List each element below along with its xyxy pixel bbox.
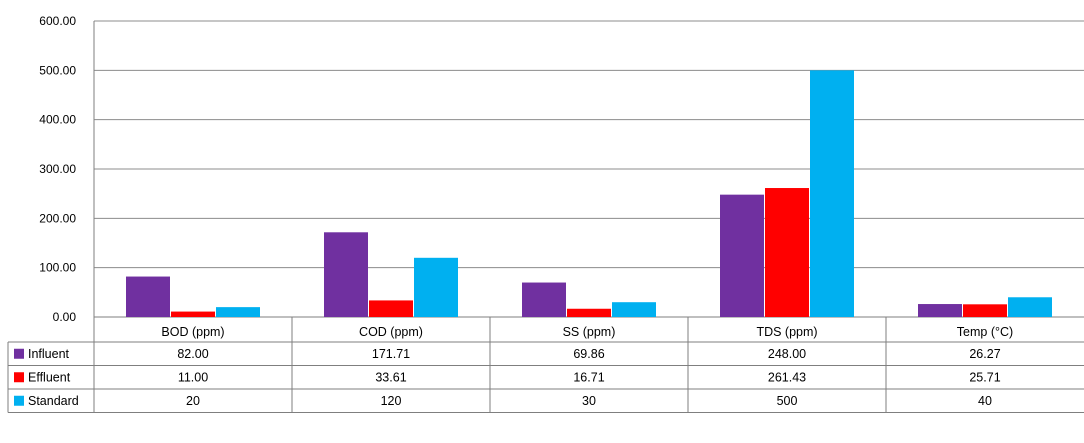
bar-influent	[720, 194, 764, 317]
gridlines	[93, 20, 1084, 318]
bar-influent	[324, 232, 368, 317]
bar-effluent	[963, 304, 1007, 317]
y-tick-label: 200.00	[39, 211, 76, 225]
legend-key-standard	[14, 395, 24, 406]
category-label: TDS (ppm)	[756, 325, 817, 339]
series-name: Effluent	[28, 370, 71, 384]
table-cell-value: 30	[582, 394, 596, 408]
table-cell-value: 248.00	[768, 347, 806, 361]
category-label: COD (ppm)	[359, 325, 423, 339]
category-label: SS (ppm)	[563, 325, 616, 339]
category-label: Temp (°C)	[957, 325, 1013, 339]
table-cell-value: 33.61	[375, 370, 406, 384]
data-table: BOD (ppm) COD (ppm) SS (ppm) TDS (ppm) Temp …	[7, 317, 1084, 413]
y-tick-label: 100.00	[39, 261, 76, 275]
bar-standard	[1008, 297, 1052, 317]
y-tick-label: 300.00	[39, 162, 76, 176]
series-name: Influent	[28, 347, 70, 361]
bar-effluent	[765, 188, 809, 317]
bar-influent	[522, 282, 566, 317]
bar-influent	[918, 304, 962, 317]
table-cell-value: 171.71	[372, 347, 410, 361]
table-cell-value: 16.71	[573, 370, 604, 384]
series-name: Standard	[28, 394, 79, 408]
table-cell-value: 500	[777, 394, 798, 408]
table-cell-value: 69.86	[573, 347, 604, 361]
table-cell-value: 25.71	[969, 370, 1000, 384]
bar-standard	[216, 307, 260, 317]
bar-standard	[810, 70, 854, 317]
bar-effluent	[171, 311, 215, 317]
table-cell-value: 40	[978, 394, 992, 408]
bar-effluent	[567, 308, 611, 317]
y-tick-label: 500.00	[39, 63, 76, 77]
y-axis-tick-labels: 0.00 100.00 200.00 300.00 400.00 500.00 600.00	[39, 14, 76, 324]
bars	[126, 70, 1052, 317]
category-label: BOD (ppm)	[161, 325, 224, 339]
y-tick-label: 400.00	[39, 113, 76, 127]
table-cell-value: 26.27	[969, 347, 1000, 361]
bar-standard	[612, 302, 656, 317]
bar-standard	[414, 257, 458, 317]
y-tick-label: 0.00	[53, 310, 77, 324]
bar-influent	[126, 276, 170, 317]
legend-key-effluent	[14, 372, 24, 383]
bar-effluent	[369, 300, 413, 317]
legend-key-influent	[14, 348, 24, 359]
table-cell-value: 261.43	[768, 370, 806, 384]
table-cell-value: 11.00	[178, 370, 208, 384]
y-tick-label: 600.00	[39, 14, 76, 28]
table-cell-value: 120	[381, 394, 402, 408]
table-cell-value: 82.00	[177, 347, 208, 361]
table-cell-value: 20	[186, 394, 200, 408]
